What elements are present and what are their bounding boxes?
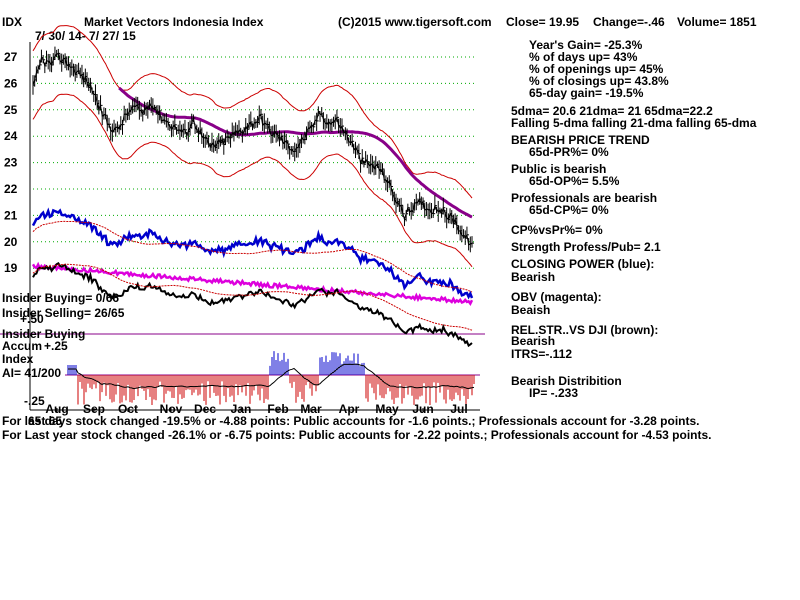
closing-power-value: Bearish — [511, 270, 555, 284]
distribution-value: IP= -.233 — [529, 386, 578, 400]
pct-closings-up: % of closings up= 43.8% — [529, 74, 669, 88]
ai-label: AI= 41/200 — [2, 366, 61, 380]
pct-openings-up: % of openings up= 45% — [529, 62, 664, 76]
lower-band-line — [32, 93, 473, 268]
month-label-feb: Feb — [267, 402, 288, 416]
minus25-label: -.25 — [24, 394, 45, 408]
insider-buying-ratio: Insider Buying= 0/66 — [2, 291, 119, 305]
relative-strength-line — [32, 261, 473, 348]
month-label-aug: Aug — [45, 402, 68, 416]
relstr-title: REL.STR..VS DJI (brown): — [511, 323, 658, 337]
price-trend-title: BEARISH PRICE TREND — [511, 133, 650, 147]
plus50-label: +.50 — [20, 312, 44, 326]
public-title: Public is bearish — [511, 162, 606, 176]
month-label-nov: Nov — [160, 402, 183, 416]
upper-band-line — [32, 25, 473, 199]
price-y-ticks: 27 26 25 24 23 22 21 20 19 — [4, 50, 18, 275]
copyright: (C)2015 www.tigersoft.com — [338, 15, 492, 29]
pro-title: Professionals are bearish — [511, 191, 657, 205]
y-tick-label-22: 22 — [4, 182, 18, 196]
obv-value: Beaish — [511, 303, 550, 317]
stats-panel: Year's Gain= -25.3% % of days up= 43% % … — [511, 38, 757, 400]
footer-line-1: 65 days stock changed -19.5% or -4.88 po… — [28, 414, 700, 428]
obv-line — [31, 261, 474, 306]
month-label-mar: Mar — [300, 402, 322, 416]
plus25-label: +.25 — [44, 339, 68, 353]
gain-65day: 65-day gain= -19.5% — [529, 86, 644, 100]
price-trend-value: 65d-PR%= 0% — [529, 145, 609, 159]
accum-ma-line — [68, 363, 475, 390]
accum-label: Accum — [2, 339, 42, 353]
month-ticks: Aug Sep Oct Nov Dec Jan Feb Mar Apr May Jun Jul — [45, 402, 467, 416]
dma-trend: Falling 5-dma falling 21-dma falling 65-… — [511, 116, 757, 130]
y-tick-label-26: 26 — [4, 76, 18, 90]
distribution-title: Bearish Distribition — [511, 374, 622, 388]
ma65-line — [118, 86, 473, 219]
dma-values: 5dma= 20.6 21dma= 21 65dma=22.2 — [511, 104, 713, 118]
y-tick-label-21: 21 — [4, 208, 18, 222]
itrs-value: ITRS=-.112 — [511, 347, 572, 361]
years-gain: Year's Gain= -25.3% — [529, 38, 643, 52]
month-label-may: May — [375, 402, 399, 416]
footer-prefix: For last 65 — [2, 414, 62, 428]
y-tick-label-24: 24 — [4, 129, 18, 143]
closing-power-ma-line — [32, 220, 473, 293]
pro-value: 65d-CP%= 0% — [529, 203, 609, 217]
insider-buying-label: Insider Buying — [2, 327, 85, 341]
y-tick-label-25: 25 — [4, 103, 18, 117]
y-tick-label-20: 20 — [4, 235, 18, 249]
insider-selling-ratio: Insider Selling= 26/65 — [2, 306, 125, 320]
month-label-apr: Apr — [339, 402, 360, 416]
y-tick-label-23: 23 — [4, 156, 18, 170]
month-label-jan: Jan — [231, 402, 252, 416]
index-label: Index — [2, 352, 34, 366]
relstr-value: Bearish — [511, 334, 555, 348]
pct-days-up: % of days up= 43% — [529, 50, 638, 64]
public-value: 65d-OP%= 5.5% — [529, 174, 620, 188]
closing-power-line — [31, 207, 474, 300]
price-bars — [32, 46, 474, 253]
obv-title: OBV (magenta): — [511, 290, 602, 304]
chart-title: Market Vectors Indonesia Index — [84, 15, 264, 29]
closing-power-title: CLOSING POWER (blue): — [511, 257, 654, 271]
cp-vs-pr: CP%vsPr%= 0% — [511, 223, 603, 237]
month-label-dec: Dec — [194, 402, 216, 416]
accum-bars — [67, 351, 475, 405]
y-tick-label-27: 27 — [4, 50, 18, 64]
month-label-jul: Jul — [450, 402, 467, 416]
volume-value: Volume= 1851 — [677, 15, 757, 29]
price-line — [32, 52, 473, 246]
footer-line-2: For Last year stock changed -26.1% or -6… — [2, 428, 712, 442]
month-label-sep: Sep — [83, 402, 105, 416]
close-value: Close= 19.95 — [506, 15, 579, 29]
change-value: Change=-.46 — [593, 15, 665, 29]
month-label-jun: Jun — [412, 402, 433, 416]
y-tick-label-19: 19 — [4, 261, 18, 275]
month-label-oct: Oct — [118, 402, 138, 416]
relative-strength-ma-line — [32, 263, 473, 331]
ticker-label: IDX — [2, 15, 22, 29]
strength: Strength Profess/Pub= 2.1 — [511, 240, 661, 254]
